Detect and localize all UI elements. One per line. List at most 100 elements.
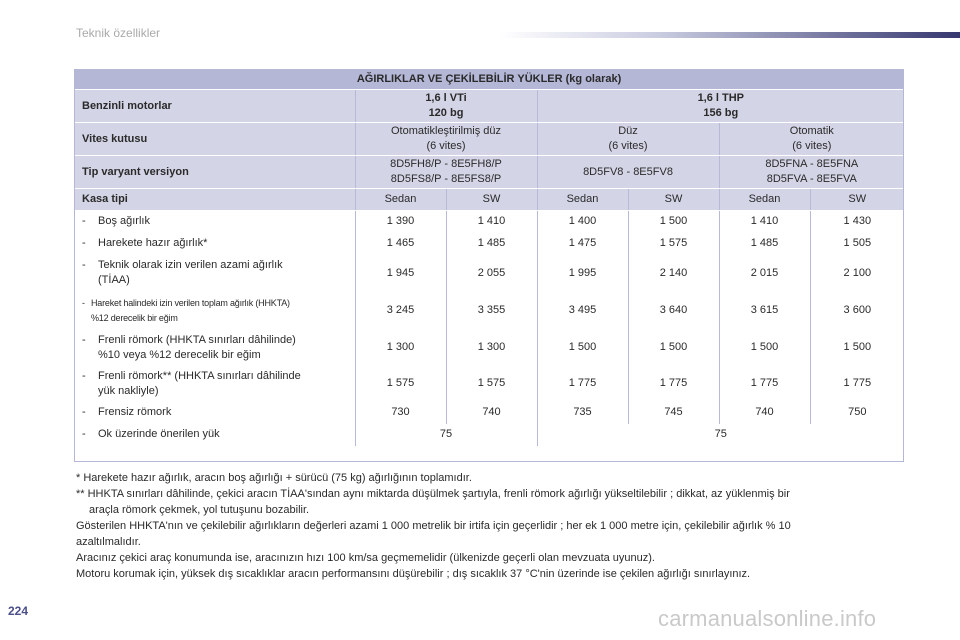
row-label: - Hareket halindeki izin verilen toplam a… [74, 291, 356, 330]
engine-label: Benzinli motorlar [74, 89, 356, 123]
body-type-cell: Sedan [537, 188, 629, 211]
body-type-label: Kasa tipi [74, 188, 356, 211]
variant-1: 8D5FH8/P - 8E5FH8/P 8D5FS8/P - 8E5FS8/P [355, 155, 538, 189]
table-row: - Boş ağırlık 1 390 1 410 1 400 1 500 1 4… [74, 210, 905, 233]
value-cell: 1 465 [355, 232, 447, 255]
value-cell: 1 775 [719, 365, 811, 402]
body-type-row: Kasa tipi Sedan SW Sedan SW Sedan SW [74, 188, 905, 211]
value-cell: 1 485 [719, 232, 811, 255]
table-row: - Teknik olarak izin verilen azami ağırlı… [74, 254, 905, 292]
note-speed: Aracınız çekici araç konumunda ise, arac… [76, 552, 655, 564]
value-cell: 2 055 [446, 254, 538, 292]
value-cell: 1 775 [810, 365, 905, 402]
footnote-2: ** HHKTA sınırları dâhilinde, çekici ara… [76, 488, 790, 500]
page-number: 224 [8, 604, 29, 618]
value-cell: 1 500 [537, 329, 629, 366]
value-cell: 3 600 [810, 291, 905, 330]
table-row: - Harekete hazır ağırlık* 1 465 1 485 1 4… [74, 232, 905, 255]
value-cell: 1 500 [628, 210, 720, 233]
value-cell: 740 [446, 401, 538, 424]
variant-2: 8D5FV8 - 8E5FV8 [537, 155, 720, 189]
value-cell: 2 140 [628, 254, 720, 292]
gearbox-2-type: Düz [618, 125, 638, 137]
value-cell: 1 430 [810, 210, 905, 233]
table-row: - Hareket halindeki izin verilen toplam a… [74, 291, 905, 330]
weights-table: AĞIRLIKLAR VE ÇEKİLEBİLİR YÜKLER (kg ola… [74, 69, 905, 446]
gearbox-3: Otomatik (6 vites) [719, 122, 905, 156]
value-cell: 1 390 [355, 210, 447, 233]
variant-3: 8D5FNA - 8E5FNA 8D5FVA - 8E5FVA [719, 155, 905, 189]
engine-1-name: 1,6 l VTi [425, 92, 467, 104]
body-type-cell: Sedan [719, 188, 811, 211]
gearbox-2-gears: (6 vites) [608, 140, 648, 152]
value-cell: 1 575 [355, 365, 447, 402]
body-type-cell: SW [628, 188, 720, 211]
watermark: carmanualsonline.info [658, 606, 877, 631]
gearbox-1-gears: (6 vites) [426, 140, 466, 152]
value-cell: 750 [810, 401, 905, 424]
value-cell: 730 [355, 401, 447, 424]
engine-2-name: 1,6 l THP [697, 92, 745, 104]
variant-label: Tip varyant versiyon [74, 155, 356, 189]
variant-3-codes-b: 8D5FVA - 8E5FVA [766, 173, 857, 185]
value-cell: 1 505 [810, 232, 905, 255]
value-cell: 3 495 [537, 291, 629, 330]
gearbox-1: Otomatikleştirilmiş düz (6 vites) [355, 122, 538, 156]
value-cell: 1 410 [719, 210, 811, 233]
value-cell: 1 945 [355, 254, 447, 292]
header-gradient-bar [500, 32, 960, 38]
value-cell: 1 500 [719, 329, 811, 366]
row-label: - Frensiz römork [74, 401, 356, 424]
value-cell: 75 [537, 423, 905, 446]
engine-1: 1,6 l VTi 120 bg [355, 89, 538, 123]
body-type-cell: Sedan [355, 188, 447, 211]
value-cell: 2 015 [719, 254, 811, 292]
row-label: - Frenli römork** (HHKTA sınırları dâhili… [74, 365, 356, 402]
variant-1-codes-b: 8D5FS8/P - 8E5FS8/P [390, 173, 502, 185]
value-cell: 1 410 [446, 210, 538, 233]
row-label: - Frenli römork (HHKTA sınırları dâhilind… [74, 329, 356, 366]
variant-row: Tip varyant versiyon 8D5FH8/P - 8E5FH8/P… [74, 155, 905, 189]
body-type-cell: SW [810, 188, 905, 211]
value-cell: 1 475 [537, 232, 629, 255]
table-title: AĞIRLIKLAR VE ÇEKİLEBİLİR YÜKLER (kg ola… [74, 69, 905, 90]
value-cell: 735 [537, 401, 629, 424]
value-cell: 1 500 [810, 329, 905, 366]
row-label: - Ok üzerinde önerilen yük [74, 423, 356, 446]
gearbox-2: Düz (6 vites) [537, 122, 720, 156]
row-label: - Harekete hazır ağırlık* [74, 232, 356, 255]
gearbox-1-type: Otomatikleştirilmiş düz [390, 125, 502, 137]
value-cell: 1 995 [537, 254, 629, 292]
value-cell: 3 640 [628, 291, 720, 330]
variant-1-codes-a: 8D5FH8/P - 8E5FH8/P [390, 158, 502, 170]
gearbox-label: Vites kutusu [74, 122, 356, 156]
row-label: - Boş ağırlık [74, 210, 356, 233]
footnote-2-cont: araçla römork çekmek, yol tutuşunu bozab… [89, 504, 310, 516]
gearbox-3-type: Otomatik [789, 125, 834, 137]
variant-3-codes-a: 8D5FNA - 8E5FNA [765, 158, 859, 170]
table-row: - Ok üzerinde önerilen yük 75 75 [74, 423, 905, 446]
value-cell: 1 500 [628, 329, 720, 366]
row-label: - Teknik olarak izin verilen azami ağırlı… [74, 254, 356, 292]
note-altitude: Gösterilen HHKTA'nın ve çekilebilir ağır… [76, 520, 791, 532]
value-cell: 1 575 [628, 232, 720, 255]
table-row: - Frenli römork** (HHKTA sınırları dâhili… [74, 365, 905, 402]
gearbox-3-gears: (6 vites) [792, 140, 832, 152]
value-cell: 1 485 [446, 232, 538, 255]
value-cell: 75 [355, 423, 538, 446]
body-type-cell: SW [446, 188, 538, 211]
footnote-1: * Harekete hazır ağırlık, aracın boş ağı… [76, 472, 472, 484]
engine-1-power: 120 bg [428, 107, 464, 119]
gearbox-row: Vites kutusu Otomatikleştirilmiş düz (6 … [74, 122, 905, 156]
value-cell: 1 300 [355, 329, 447, 366]
table-title-row: AĞIRLIKLAR VE ÇEKİLEBİLİR YÜKLER (kg ola… [74, 69, 905, 90]
note-temperature: Motoru korumak için, yüksek dış sıcaklık… [76, 568, 751, 580]
value-cell: 1 400 [537, 210, 629, 233]
note-altitude-cont: azaltılmalıdır. [76, 536, 141, 548]
value-cell: 3 245 [355, 291, 447, 330]
table-row: - Frenli römork (HHKTA sınırları dâhilind… [74, 329, 905, 366]
value-cell: 1 575 [446, 365, 538, 402]
value-cell: 740 [719, 401, 811, 424]
value-cell: 1 775 [628, 365, 720, 402]
value-cell: 1 775 [537, 365, 629, 402]
